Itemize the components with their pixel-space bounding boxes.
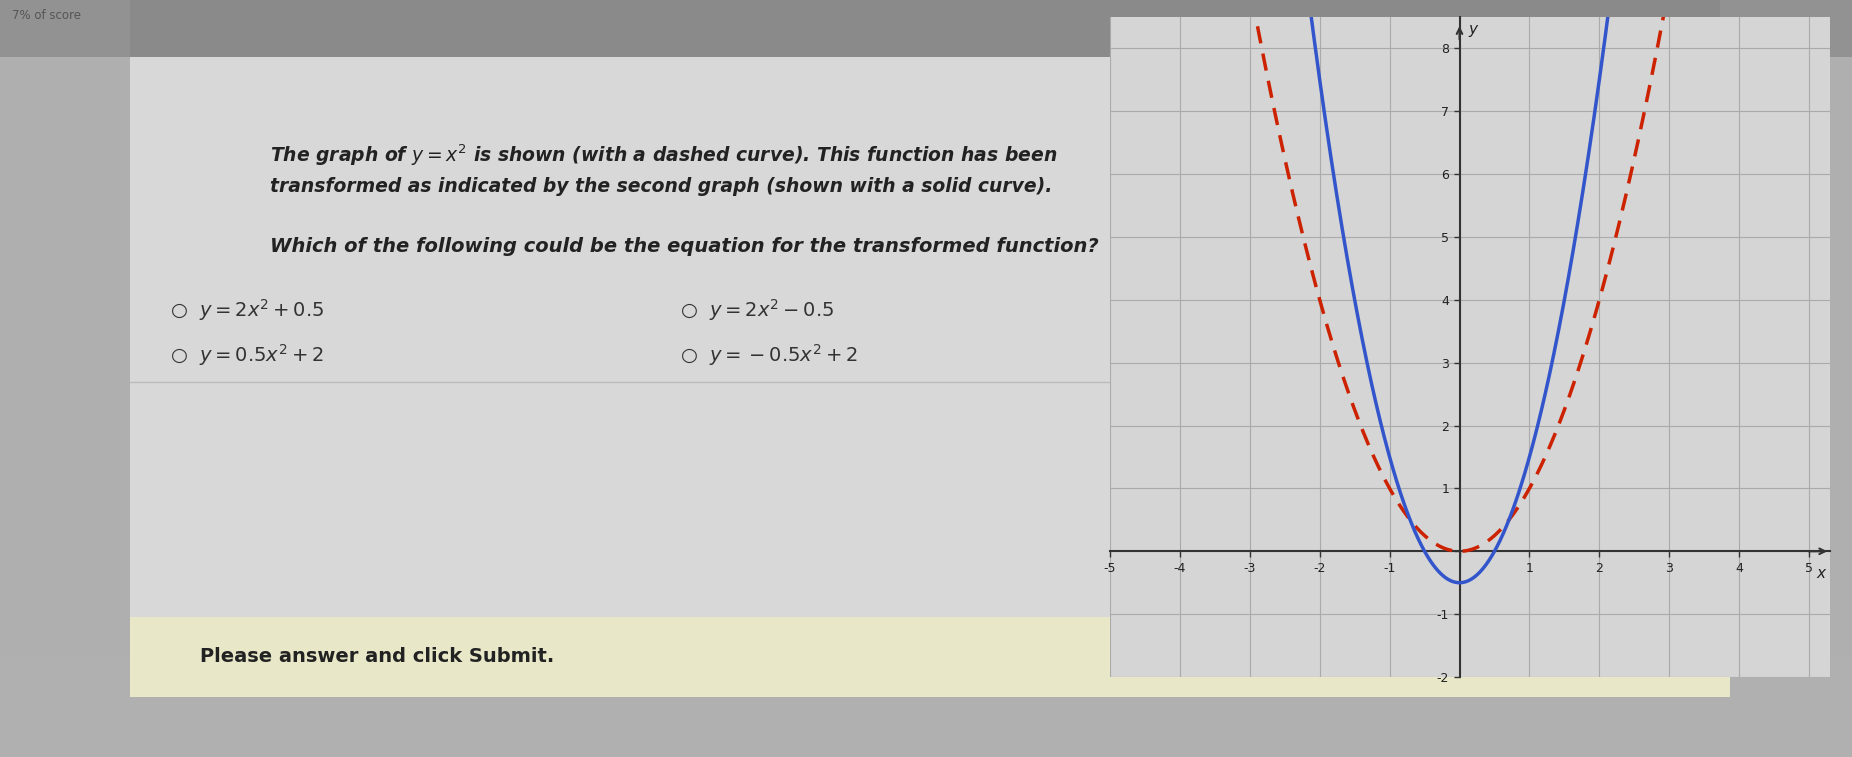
Text: ○  $y=0.5x^2+2$: ○ $y=0.5x^2+2$: [170, 342, 324, 368]
Text: x: x: [1817, 565, 1824, 581]
Bar: [130, 617, 1730, 697]
Bar: [0, 57, 1852, 657]
Bar: [130, 57, 1730, 657]
Text: ○  $y=2x^2+0.5$: ○ $y=2x^2+0.5$: [170, 297, 324, 323]
Bar: [0, 0, 130, 757]
Text: transformed as indicated by the second graph (shown with a solid curve).: transformed as indicated by the second g…: [270, 177, 1052, 196]
Text: ○  $y=-0.5x^2+2$: ○ $y=-0.5x^2+2$: [680, 342, 857, 368]
Bar: [0, 0, 1852, 57]
Text: ○  $y=2x^2-0.5$: ○ $y=2x^2-0.5$: [680, 297, 833, 323]
Text: Please answer and click Submit.: Please answer and click Submit.: [200, 647, 554, 666]
Bar: [1721, 0, 1852, 757]
Bar: [1580, 374, 1795, 422]
Bar: [0, 657, 1852, 757]
Text: Submit & Next ►: Submit & Next ►: [1609, 388, 1765, 406]
Text: Which of the following could be the equation for the transformed function?: Which of the following could be the equa…: [270, 237, 1098, 256]
Text: y: y: [1469, 22, 1476, 37]
Text: 7% of score: 7% of score: [11, 9, 81, 22]
Text: The graph of $y=x^2$ is shown (with a dashed curve). This function has been: The graph of $y=x^2$ is shown (with a da…: [270, 142, 1057, 167]
